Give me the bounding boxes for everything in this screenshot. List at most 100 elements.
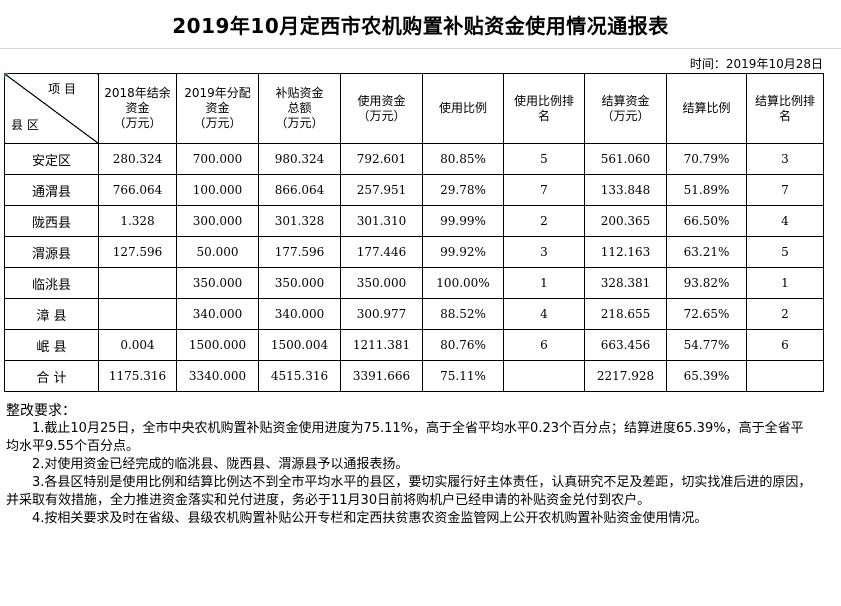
table-row: 通渭县 766.064 100.000 866.064 257.951 29.78% 7 13… (4, 174, 824, 206)
value-cell: 340.000 (258, 298, 341, 330)
column-header-line: 2018年结余 (104, 86, 171, 100)
table-row: 临洮县 350.000 350.000 350.000 100.00% 1 328.381 9… (4, 267, 824, 299)
column-header-line: （万元） (275, 116, 324, 130)
corner-header-cell: 项 目 县 区 (4, 73, 99, 144)
value-cell: 80.85% (422, 143, 504, 175)
value-cell: 2217.928 (584, 360, 667, 392)
value-cell: 350.000 (176, 267, 259, 299)
subsidy-table: 项 目 县 区 2018年结余 资金 （万元） 2019年分配 资金 （万元） 补贴资金 总额… (4, 73, 824, 392)
value-cell: 80.76% (422, 329, 504, 361)
table-row: 岷 县 0.004 1500.000 1500.004 1211.381 80.76% 6 6… (4, 329, 824, 361)
value-cell: 88.52% (422, 298, 504, 330)
column-header-line: （万元） (357, 108, 406, 123)
note-item-1: 1.截止10月25日，全市中央农机购置补贴资金使用进度为75.11%，高于全省平… (6, 421, 804, 454)
value-cell: 300.000 (176, 205, 259, 237)
county-cell: 渭源县 (4, 236, 99, 268)
column-header-5: 使用比例 (422, 73, 504, 144)
column-header-line: 资金 (205, 101, 230, 115)
value-cell: 65.39% (666, 360, 747, 392)
value-cell: 4515.316 (258, 360, 341, 392)
column-header-line: 结算资金 (601, 93, 650, 108)
value-cell: 2 (746, 298, 824, 330)
county-cell: 漳 县 (4, 298, 99, 330)
value-cell: 6 (503, 329, 585, 361)
value-cell: 1 (746, 267, 824, 299)
value-cell (746, 360, 824, 392)
column-header-line: 结算比例 (682, 101, 731, 115)
note-item-4: 4.按相关要求及时在省级、县级农机购置补贴公开专栏和定西扶贫惠农资金监管网上公开… (32, 511, 708, 526)
value-cell: 100.000 (176, 174, 259, 206)
column-header-line: 总额 (287, 101, 312, 115)
column-header-line: 名 (537, 108, 550, 123)
value-cell: 3 (503, 236, 585, 268)
column-header-line: 名 (778, 108, 791, 123)
value-cell: 127.596 (98, 236, 177, 268)
value-cell: 66.50% (666, 205, 747, 237)
value-cell: 50.000 (176, 236, 259, 268)
value-cell: 3 (746, 143, 824, 175)
county-cell: 合 计 (4, 360, 99, 392)
county-cell: 临洮县 (4, 267, 99, 299)
county-cell: 岷 县 (4, 329, 99, 361)
value-cell: 561.060 (584, 143, 667, 175)
value-cell: 0.004 (98, 329, 177, 361)
value-cell: 766.064 (98, 174, 177, 206)
value-cell: 54.77% (666, 329, 747, 361)
value-cell: 663.456 (584, 329, 667, 361)
column-header-line: 使用比例 (438, 101, 487, 115)
value-cell: 200.365 (584, 205, 667, 237)
value-cell: 4 (503, 298, 585, 330)
value-cell: 700.000 (176, 143, 259, 175)
value-cell: 3391.666 (340, 360, 423, 392)
column-header-line: 使用资金 (357, 93, 406, 108)
column-header-9: 结算比例排名 (746, 73, 824, 144)
value-cell: 177.446 (340, 236, 423, 268)
column-header-6: 使用比例排名 (503, 73, 585, 144)
table-row: 漳 县 340.000 340.000 300.977 88.52% 4 218.655 72… (4, 298, 824, 330)
value-cell: 133.848 (584, 174, 667, 206)
column-header-line: 补贴资金 (275, 86, 324, 100)
value-cell: 4 (746, 205, 824, 237)
column-header-7: 结算资金 （万元） (584, 73, 667, 144)
column-header-3: 补贴资金 总额 （万元） (258, 73, 341, 144)
value-cell: 1500.000 (176, 329, 259, 361)
table-body: 安定区 280.324 700.000 980.324 792.601 80.85% 5 56… (4, 143, 824, 392)
value-cell: 300.977 (340, 298, 423, 330)
value-cell: 301.328 (258, 205, 341, 237)
value-cell: 93.82% (666, 267, 747, 299)
value-cell: 112.163 (584, 236, 667, 268)
value-cell: 350.000 (340, 267, 423, 299)
value-cell: 1.328 (98, 205, 177, 237)
value-cell: 7 (746, 174, 824, 206)
value-cell: 63.21% (666, 236, 747, 268)
corner-county-label: 县 区 (11, 118, 39, 132)
title-divider (0, 48, 841, 49)
county-cell: 安定区 (4, 143, 99, 175)
value-cell (98, 298, 177, 330)
value-cell: 99.92% (422, 236, 504, 268)
value-cell: 3340.000 (176, 360, 259, 392)
table-row: 渭源县 127.596 50.000 177.596 177.446 99.92% 3 112… (4, 236, 824, 268)
value-cell: 6 (746, 329, 824, 361)
value-cell: 70.79% (666, 143, 747, 175)
value-cell: 328.381 (584, 267, 667, 299)
column-header-line: 2019年分配 (184, 86, 251, 100)
value-cell: 257.951 (340, 174, 423, 206)
report-date: 时间：2019年10月28日 (689, 57, 823, 71)
value-cell: 5 (503, 143, 585, 175)
report-title: 2019年10月定西市农机购置补贴资金使用情况通报表 (172, 14, 669, 38)
value-cell: 2 (503, 205, 585, 237)
column-header-line: （万元） (193, 116, 242, 130)
note-item-3: 3.各县区特别是使用比例和结算比例达不到全市平均水平的县区，要切实履行好主体责任… (6, 475, 812, 508)
table-row: 安定区 280.324 700.000 980.324 792.601 80.85% 5 56… (4, 143, 824, 175)
value-cell: 280.324 (98, 143, 177, 175)
value-cell: 75.11% (422, 360, 504, 392)
value-cell: 1500.004 (258, 329, 341, 361)
rectification-notes: 整改要求： 1.截止10月25日，全市中央农机购置补贴资金使用进度为75.11%… (6, 402, 816, 528)
county-cell: 陇西县 (4, 205, 99, 237)
value-cell: 1 (503, 267, 585, 299)
column-header-line: （万元） (601, 108, 650, 123)
value-cell: 5 (746, 236, 824, 268)
column-header-1: 2018年结余 资金 （万元） (98, 73, 177, 144)
